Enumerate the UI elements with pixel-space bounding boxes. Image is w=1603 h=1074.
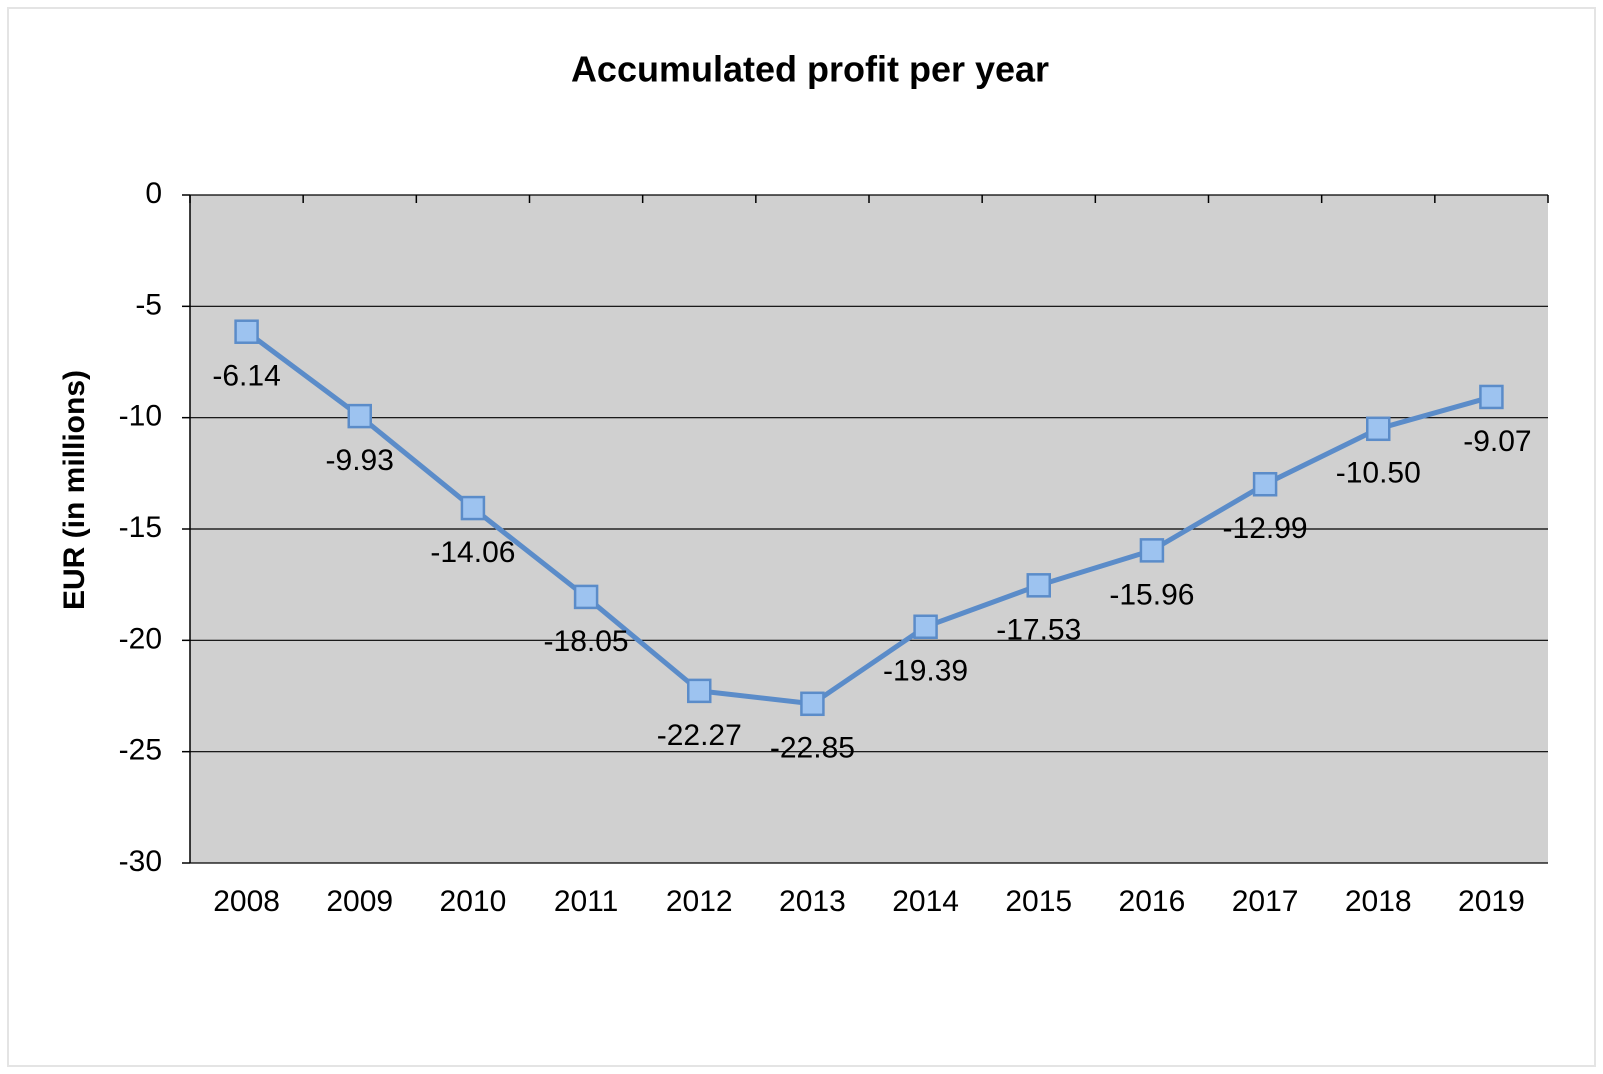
y-tick-label: -25 — [119, 734, 162, 767]
data-label: -9.93 — [326, 444, 394, 477]
x-tick-label: 2008 — [213, 885, 280, 918]
x-tick-label: 2018 — [1345, 885, 1412, 918]
data-label: -17.53 — [996, 613, 1081, 646]
y-tick-label: -15 — [119, 511, 162, 544]
x-tick-label: 2019 — [1458, 885, 1525, 918]
data-label: -18.05 — [544, 625, 629, 658]
marker — [687, 678, 712, 704]
data-label: -22.27 — [657, 719, 742, 752]
x-tick-label: 2011 — [554, 885, 619, 918]
x-tick-label: 2010 — [440, 885, 507, 918]
x-tick-label: 2009 — [326, 885, 393, 918]
y-tick-label: -5 — [135, 288, 162, 321]
y-tick-label: -10 — [119, 400, 162, 433]
x-tick-label: 2012 — [666, 885, 733, 918]
data-label: -9.07 — [1463, 425, 1531, 458]
marker — [913, 614, 938, 640]
line — [245, 329, 1493, 707]
chart-title: Accumulated profit per year — [571, 49, 1049, 90]
marker — [1366, 416, 1391, 442]
marker — [347, 403, 372, 429]
marker — [234, 319, 259, 344]
data-label: -22.85 — [770, 732, 855, 765]
data-label: -6.14 — [212, 360, 280, 393]
data-label: -12.99 — [1223, 512, 1308, 545]
data-label: -19.39 — [883, 655, 968, 688]
marker — [800, 691, 825, 717]
marker — [460, 495, 486, 521]
x-tick-label: 2015 — [1005, 885, 1072, 918]
x-tick-label: 2016 — [1119, 885, 1186, 918]
y-tick-label: 0 — [145, 177, 162, 210]
marker — [1026, 573, 1051, 598]
x-tick-label: 2013 — [779, 885, 846, 918]
data-label: -10.50 — [1336, 457, 1421, 490]
marker — [1479, 384, 1504, 410]
y-axis-label: EUR (in millions) — [58, 370, 91, 610]
marker — [1252, 471, 1278, 497]
marker — [573, 584, 599, 610]
x-tick-label: 2017 — [1232, 885, 1299, 918]
marker — [1139, 538, 1165, 563]
data-label: -15.96 — [1109, 578, 1194, 611]
data-label: -14.06 — [430, 536, 515, 569]
y-tick-label: -30 — [119, 845, 162, 878]
x-tick-label: 2014 — [892, 885, 959, 918]
y-tick-label: -20 — [119, 622, 162, 655]
